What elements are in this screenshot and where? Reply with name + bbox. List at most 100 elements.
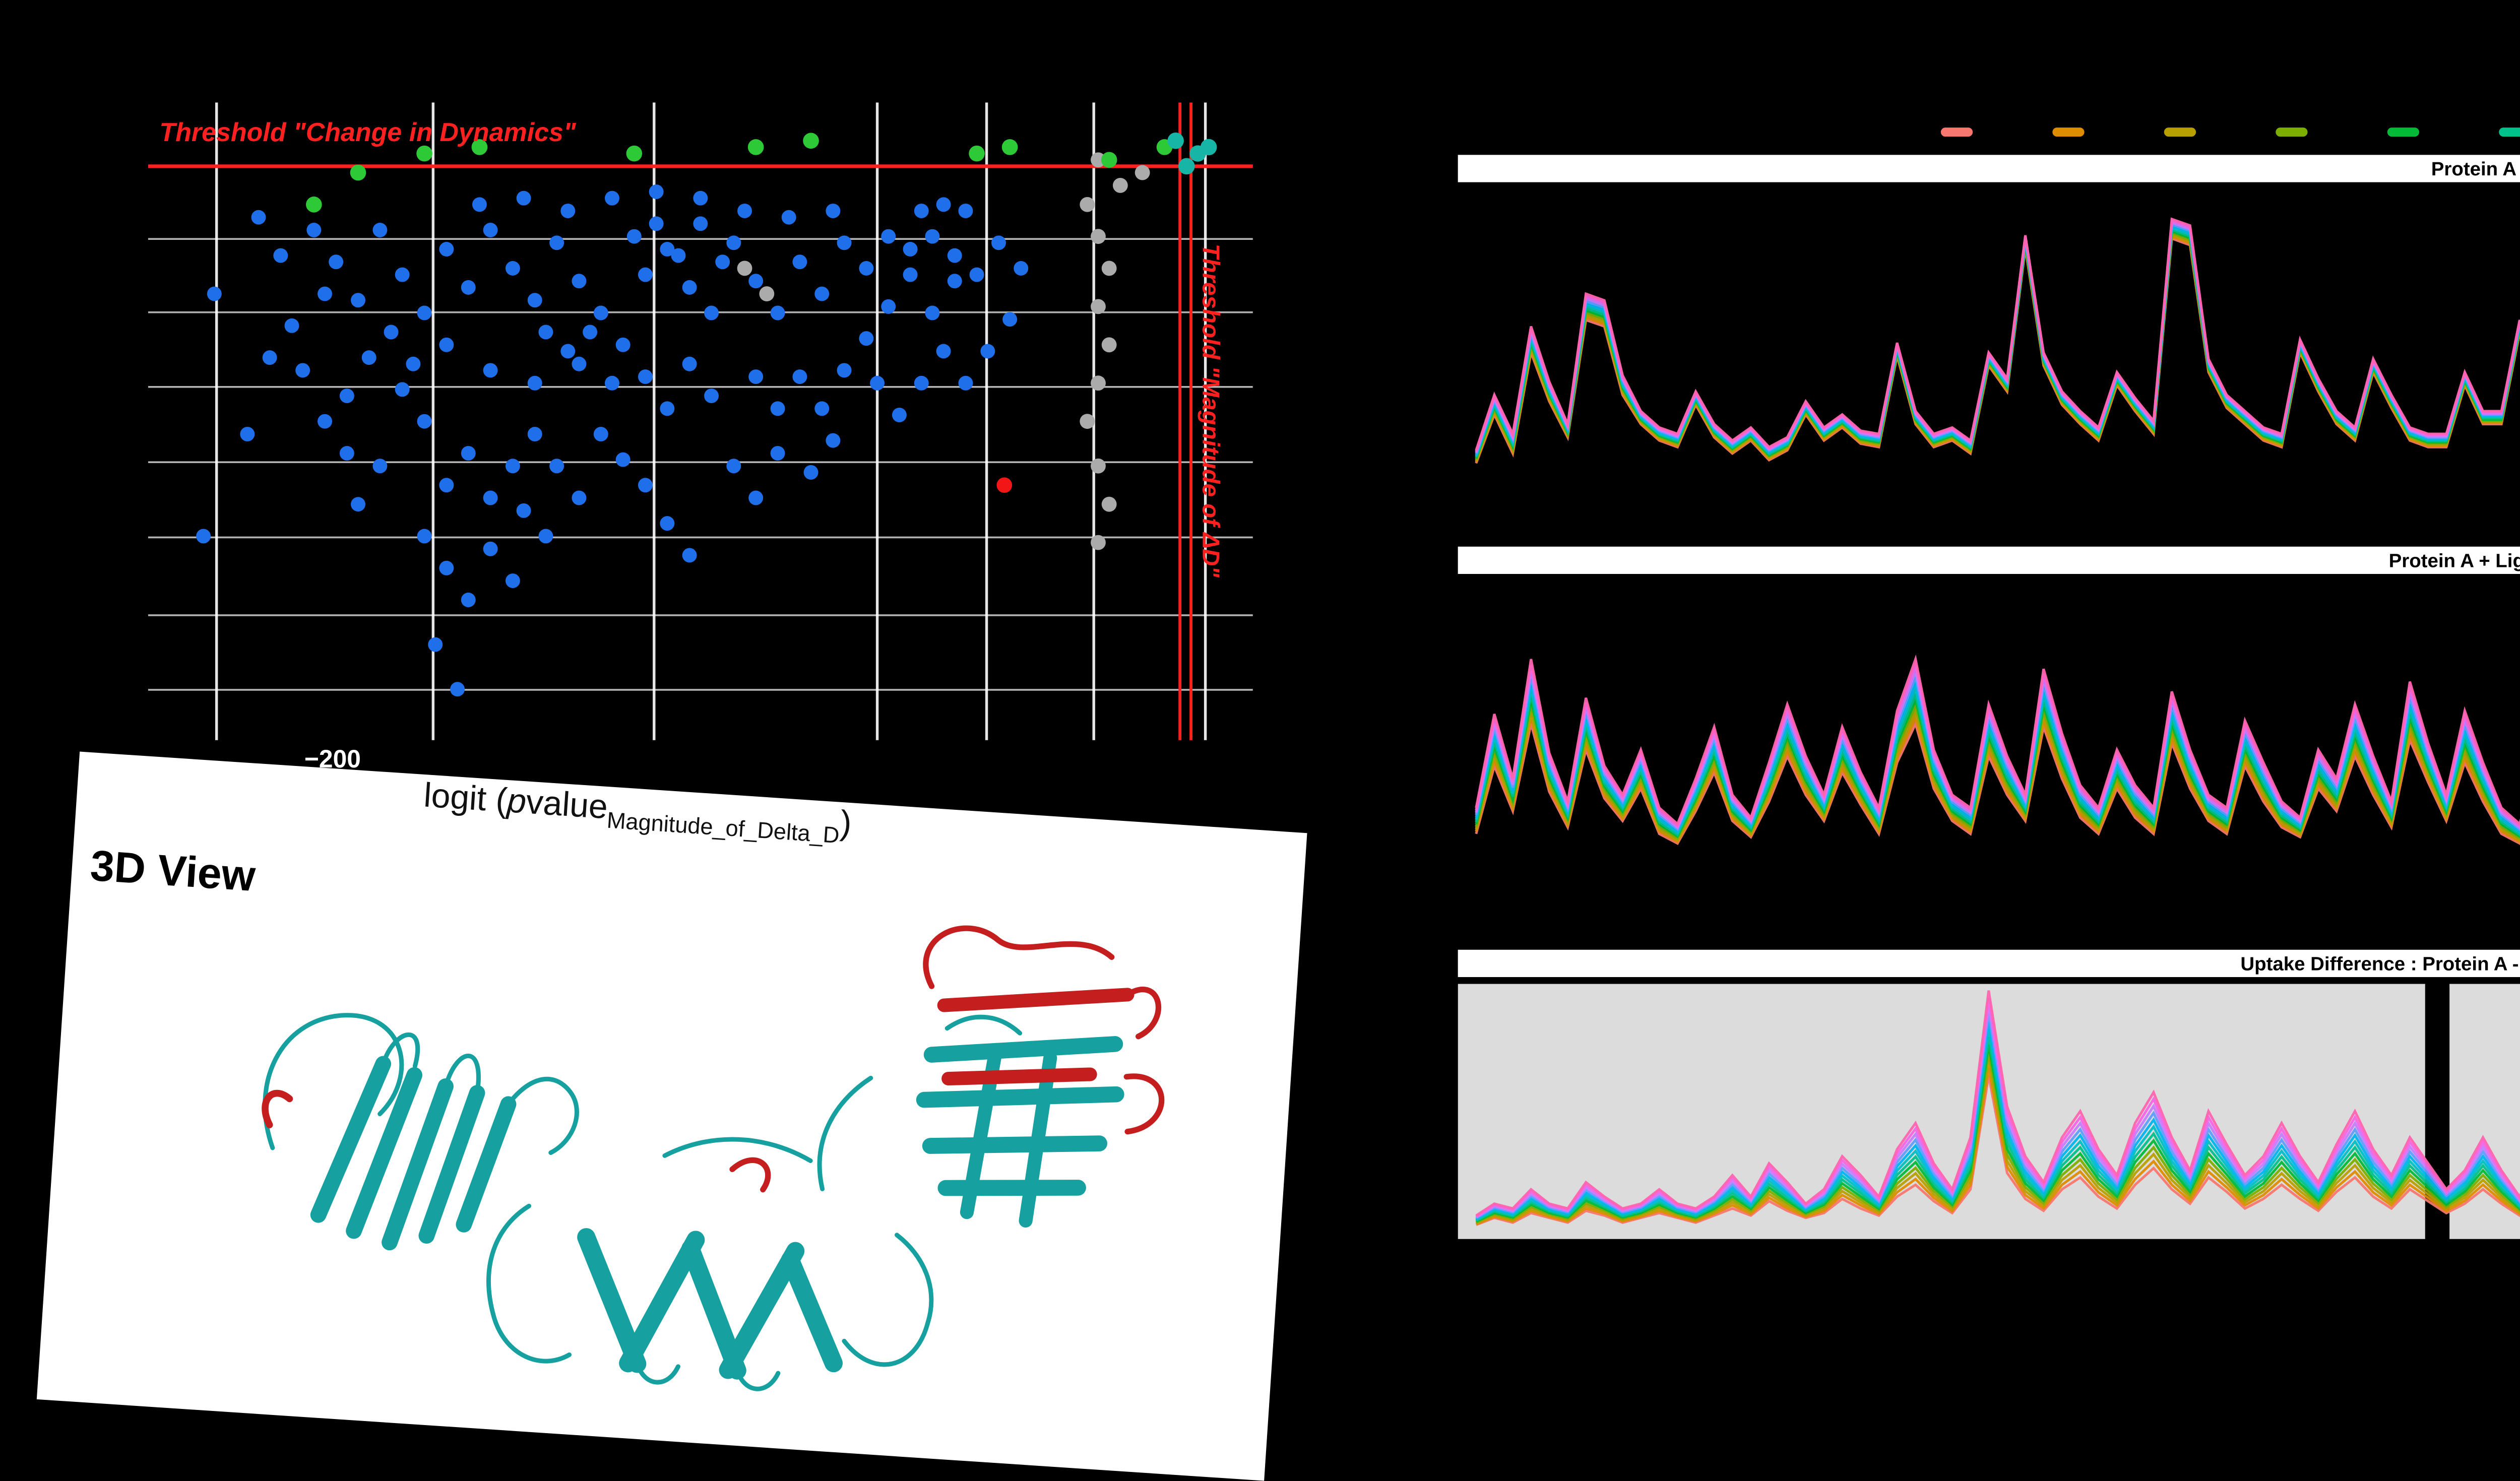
scatter-point[interactable] xyxy=(737,261,752,276)
scatter-point[interactable] xyxy=(903,241,918,256)
scatter-point[interactable] xyxy=(384,325,399,340)
uptake-trace[interactable] xyxy=(1475,221,2520,453)
scatter-point[interactable] xyxy=(914,204,929,218)
scatter-point[interactable] xyxy=(1091,299,1106,314)
scatter-point[interactable] xyxy=(505,261,520,276)
scatter-point[interactable] xyxy=(505,459,520,474)
scatter-point[interactable] xyxy=(1091,152,1106,168)
scatter-point[interactable] xyxy=(1091,535,1106,550)
scatter-point[interactable] xyxy=(649,184,664,200)
scatter-point[interactable] xyxy=(1112,177,1128,193)
scatter-point[interactable] xyxy=(284,318,299,333)
uptake-trace[interactable] xyxy=(1475,226,2520,457)
uptake-trace[interactable] xyxy=(1475,231,2520,474)
scatter-point[interactable] xyxy=(814,401,830,416)
scatter-point[interactable] xyxy=(803,133,819,149)
uptake-trace[interactable] xyxy=(1475,224,2520,456)
scatter-point[interactable] xyxy=(693,216,708,231)
scatter-point[interactable] xyxy=(516,190,531,206)
scatter-point[interactable] xyxy=(483,541,498,556)
scatter-point[interactable] xyxy=(417,305,432,320)
uptake-trace[interactable] xyxy=(1475,585,2520,828)
scatter-point[interactable] xyxy=(638,478,653,493)
scatter-point[interactable] xyxy=(1002,312,1018,327)
scatter-point[interactable] xyxy=(792,369,807,384)
uptake-trace[interactable] xyxy=(1475,1044,2520,1223)
uptake-trace[interactable] xyxy=(1475,685,2520,845)
scatter-point[interactable] xyxy=(1091,229,1106,244)
scatter-point[interactable] xyxy=(693,190,708,206)
scatter-point[interactable] xyxy=(450,682,465,697)
scatter-point[interactable] xyxy=(803,465,818,480)
scatter-point[interactable] xyxy=(704,389,719,403)
scatter-point[interactable] xyxy=(826,204,841,218)
scatter-point[interactable] xyxy=(461,280,476,295)
scatter-point[interactable] xyxy=(996,477,1013,493)
scatter-point[interactable] xyxy=(483,490,498,505)
scatter-point[interactable] xyxy=(726,235,741,250)
scatter-point[interactable] xyxy=(837,363,852,378)
scatter-point[interactable] xyxy=(306,223,322,237)
scatter-point[interactable] xyxy=(527,293,542,308)
scatter-point[interactable] xyxy=(1101,152,1117,168)
scatter-point[interactable] xyxy=(196,529,211,544)
scatter-point[interactable] xyxy=(792,254,807,270)
scatter-point[interactable] xyxy=(1001,139,1018,155)
scatter-point[interactable] xyxy=(417,529,432,544)
scatter-point[interactable] xyxy=(980,344,995,359)
uptake-trace[interactable] xyxy=(1475,621,2520,835)
scatter-point[interactable] xyxy=(615,337,631,352)
scatter-point[interactable] xyxy=(660,401,675,416)
scatter-point[interactable] xyxy=(615,452,631,467)
scatter-point[interactable] xyxy=(439,560,454,575)
scatter-point[interactable] xyxy=(593,427,608,441)
protein-3d-structure[interactable] xyxy=(37,752,1307,1481)
scatter-point[interactable] xyxy=(572,274,587,289)
uptake-trace[interactable] xyxy=(1475,215,2520,452)
uptake-trace[interactable] xyxy=(1475,233,2520,484)
scatter-point[interactable] xyxy=(361,350,376,365)
scatter-point[interactable] xyxy=(1101,261,1117,276)
scatter-point[interactable] xyxy=(1014,261,1029,276)
scatter-point[interactable] xyxy=(947,274,962,289)
scatter-point[interactable] xyxy=(472,197,487,212)
scatter-point[interactable] xyxy=(339,389,354,403)
scatter-point[interactable] xyxy=(837,235,852,250)
scatter-point[interactable] xyxy=(572,356,587,371)
scatter-point[interactable] xyxy=(958,204,973,218)
scatter-point[interactable] xyxy=(406,356,421,371)
scatter-point[interactable] xyxy=(914,375,929,391)
scatter-point[interactable] xyxy=(1200,139,1217,156)
scatter-point[interactable] xyxy=(329,254,344,270)
scatter-point[interactable] xyxy=(351,293,365,308)
scatter-point[interactable] xyxy=(859,261,874,276)
scatter-point[interactable] xyxy=(306,197,322,213)
uptake-trace[interactable] xyxy=(1475,585,2520,826)
uptake-trace[interactable] xyxy=(1475,1067,2520,1226)
scatter-point[interactable] xyxy=(638,369,653,384)
scatter-point[interactable] xyxy=(560,204,576,218)
scatter-point[interactable] xyxy=(682,356,697,371)
scatter-point[interactable] xyxy=(372,223,388,237)
scatter-point[interactable] xyxy=(604,190,619,206)
scatter-point[interactable] xyxy=(936,344,951,359)
scatter-point[interactable] xyxy=(626,229,642,244)
scatter-point[interactable] xyxy=(969,145,985,162)
scatter-point[interactable] xyxy=(649,216,664,231)
uptake-trace[interactable] xyxy=(1475,1037,2520,1222)
scatter-point[interactable] xyxy=(240,427,255,441)
scatter-point[interactable] xyxy=(262,350,277,365)
scatter-point[interactable] xyxy=(527,427,542,441)
scatter-point[interactable] xyxy=(604,375,619,391)
scatter-point[interactable] xyxy=(395,267,410,282)
scatter-point[interactable] xyxy=(273,248,288,263)
scatter-point[interactable] xyxy=(748,490,764,505)
scatter-point[interactable] xyxy=(350,164,366,181)
scatter-point[interactable] xyxy=(339,445,354,461)
scatter-point[interactable] xyxy=(759,286,775,301)
scatter-point[interactable] xyxy=(626,145,643,162)
scatter-point[interactable] xyxy=(814,286,830,301)
scatter-point[interactable] xyxy=(318,414,332,429)
scatter-point[interactable] xyxy=(483,223,498,237)
scatter-point[interactable] xyxy=(892,408,907,422)
